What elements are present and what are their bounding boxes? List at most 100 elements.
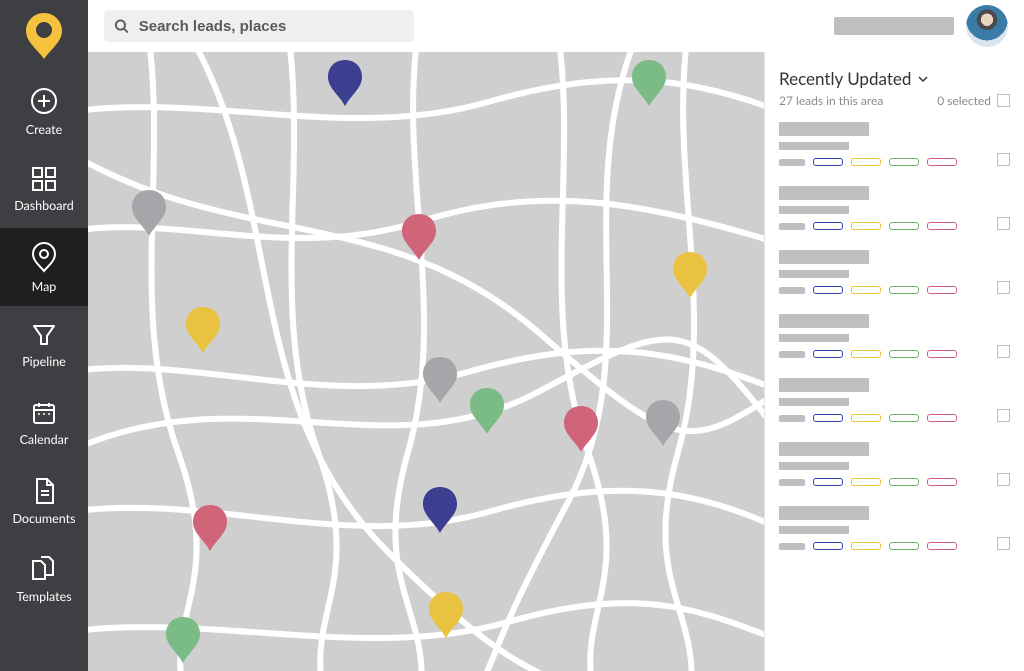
map-pin[interactable] (129, 188, 169, 238)
grid-icon (31, 166, 57, 192)
lead-checkbox[interactable] (997, 281, 1010, 294)
lead-tags (779, 542, 987, 550)
lead-tag (889, 478, 919, 486)
lead-subtitle-placeholder (779, 334, 849, 342)
logo (0, 0, 88, 72)
lead-tag (851, 414, 881, 422)
lead-tags (779, 350, 987, 358)
select-all-checkbox[interactable] (997, 94, 1010, 107)
lead-meta-placeholder (779, 287, 805, 294)
lead-row[interactable] (779, 442, 1010, 486)
lead-title-placeholder (779, 442, 869, 456)
funnel-icon (31, 322, 57, 348)
lead-tag (851, 286, 881, 294)
leads-panel: Recently Updated 27 leads in this area 0… (764, 52, 1024, 671)
lead-tag (813, 286, 843, 294)
lead-tag (851, 478, 881, 486)
lead-subtitle-placeholder (779, 398, 849, 406)
nav-label: Create (26, 122, 62, 137)
map[interactable] (88, 52, 764, 671)
plus-circle-icon (29, 86, 59, 116)
sort-dropdown[interactable]: Recently Updated (779, 68, 1010, 89)
lead-checkbox[interactable] (997, 345, 1010, 358)
nav-map[interactable]: Map (0, 228, 88, 306)
lead-tag (927, 158, 957, 166)
search-box[interactable] (104, 10, 414, 42)
lead-tag (889, 222, 919, 230)
map-pin[interactable] (163, 615, 203, 665)
lead-title-placeholder (779, 378, 869, 392)
lead-tag (927, 350, 957, 358)
lead-tag (813, 478, 843, 486)
nav-templates[interactable]: Templates (0, 540, 88, 618)
nav-label: Documents (12, 511, 75, 526)
lead-row[interactable] (779, 250, 1010, 294)
map-pin[interactable] (670, 250, 710, 300)
lead-checkbox[interactable] (997, 473, 1010, 486)
map-pin[interactable] (399, 212, 439, 262)
lead-row[interactable] (779, 506, 1010, 550)
lead-title-placeholder (779, 506, 869, 520)
nav-documents[interactable]: Documents (0, 462, 88, 540)
lead-checkbox[interactable] (997, 153, 1010, 166)
map-pin[interactable] (420, 355, 460, 405)
lead-row[interactable] (779, 314, 1010, 358)
search-icon (114, 18, 129, 34)
lead-tags (779, 286, 987, 294)
lead-tag (927, 222, 957, 230)
lead-tag (889, 158, 919, 166)
lead-checkbox[interactable] (997, 217, 1010, 230)
nav-create[interactable]: Create (0, 72, 88, 150)
lead-meta-placeholder (779, 159, 805, 166)
nav-pipeline[interactable]: Pipeline (0, 306, 88, 384)
map-pin[interactable] (420, 485, 460, 535)
lead-tag (813, 414, 843, 422)
user-avatar[interactable] (966, 5, 1008, 47)
lead-tags (779, 222, 987, 230)
lead-meta-placeholder (779, 543, 805, 550)
lead-row[interactable] (779, 122, 1010, 166)
lead-list (779, 122, 1010, 671)
lead-meta-placeholder (779, 415, 805, 422)
content: Recently Updated 27 leads in this area 0… (88, 52, 1024, 671)
search-input[interactable] (137, 17, 404, 36)
lead-row[interactable] (779, 378, 1010, 422)
lead-tag (927, 478, 957, 486)
nav-label: Pipeline (22, 354, 66, 369)
calendar-icon (31, 400, 57, 426)
lead-tag (813, 222, 843, 230)
lead-subtitle-placeholder (779, 142, 849, 150)
map-pin[interactable] (643, 398, 683, 448)
map-pin[interactable] (467, 386, 507, 436)
lead-row[interactable] (779, 186, 1010, 230)
lead-tag (813, 158, 843, 166)
map-pin[interactable] (190, 503, 230, 553)
map-pin[interactable] (183, 305, 223, 355)
lead-subtitle-placeholder (779, 270, 849, 278)
map-pin[interactable] (629, 58, 669, 108)
logo-icon (23, 11, 65, 61)
lead-checkbox[interactable] (997, 537, 1010, 550)
map-pin[interactable] (325, 58, 365, 108)
nav-calendar[interactable]: Calendar (0, 384, 88, 462)
nav-label: Templates (16, 589, 71, 604)
map-pin[interactable] (561, 404, 601, 454)
lead-subtitle-placeholder (779, 526, 849, 534)
lead-title-placeholder (779, 186, 869, 200)
lead-meta-placeholder (779, 479, 805, 486)
lead-tag (813, 542, 843, 550)
lead-meta-placeholder (779, 351, 805, 358)
lead-title-placeholder (779, 250, 869, 264)
selected-count: 0 selected (937, 93, 991, 108)
lead-tags (779, 158, 987, 166)
lead-subtitle-placeholder (779, 206, 849, 214)
lead-tag (851, 158, 881, 166)
nav-dashboard[interactable]: Dashboard (0, 150, 88, 228)
lead-tag (889, 414, 919, 422)
document-icon (32, 477, 56, 505)
lead-checkbox[interactable] (997, 409, 1010, 422)
sidebar: Create Dashboard Map Pipeline Calendar D… (0, 0, 88, 671)
lead-tag (813, 350, 843, 358)
lead-title-placeholder (779, 314, 869, 328)
map-pin[interactable] (426, 590, 466, 640)
